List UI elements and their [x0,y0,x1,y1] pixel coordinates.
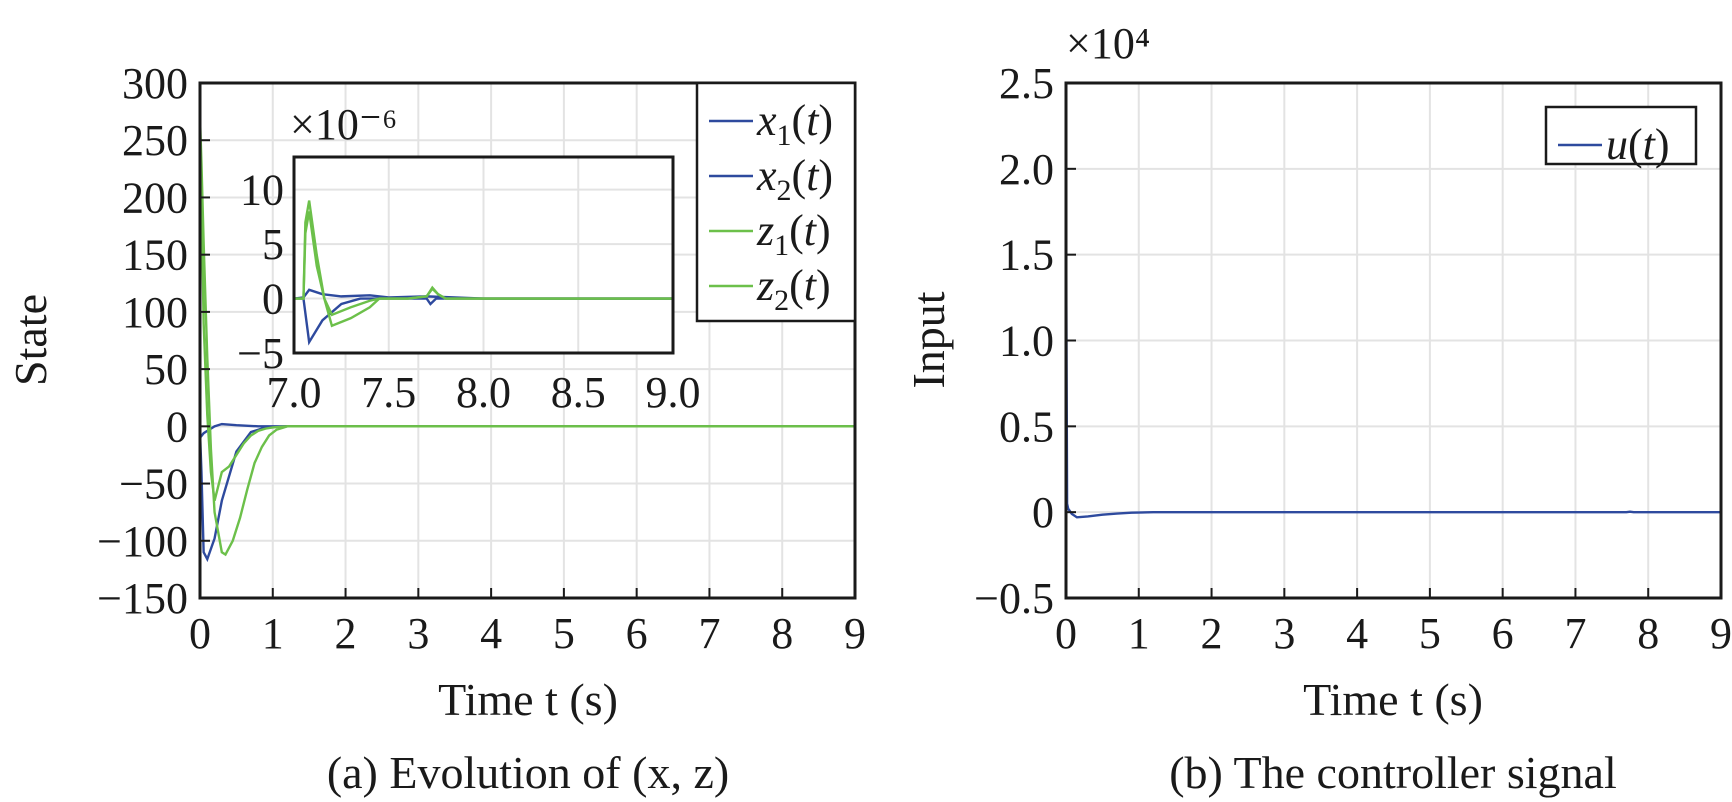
inset-multiplier: ×10⁻⁶ [290,100,397,149]
x-tick-label: 7 [698,609,720,658]
y-tick-label: 1.5 [999,231,1054,280]
inset-y-tick-label: 5 [262,220,284,269]
inset-x-tick-label: 8.0 [456,368,511,417]
y-tick-label: 300 [122,59,188,108]
y-tick-label: −0.5 [974,574,1054,623]
x-tick-label: 4 [1346,609,1368,658]
x-tick-label: 6 [626,609,648,658]
y-tick-label: 0 [1032,488,1054,537]
x-tick-label: 8 [1637,609,1659,658]
x-tick-label: 8 [771,609,793,658]
inset-y-tick-label: −5 [237,329,284,378]
y-tick-label: 1.0 [999,317,1054,366]
panel-b-multiplier: ×10⁴ [1066,19,1150,68]
panel-b-ylabel: Input [903,291,954,388]
panel-a-caption: (a) Evolution of (x, z) [327,747,729,798]
y-tick-label: 250 [122,116,188,165]
y-tick-label: −50 [119,460,188,509]
legend-entry: x1(t) [756,96,833,152]
legend-box [695,81,857,323]
x-tick-label: 4 [480,609,502,658]
panel-a-inset: 7.0 7.5 8.0 8.5 9.0 10 5 0 −5 ×10⁻⁶ [237,100,700,417]
inset-x-tick-label: 7.5 [361,368,416,417]
y-tick-label: 0.5 [999,402,1054,451]
x-tick-label: 1 [262,609,284,658]
y-tick-label: −100 [97,517,188,566]
panel-b-xlabel: Time t (s) [1303,674,1483,725]
x-tick-label: 1 [1128,609,1150,658]
x-tick-label: 5 [1419,609,1441,658]
panel-a-axes-frame [198,81,857,600]
y-tick-label: 2.5 [999,59,1054,108]
panel-b-ticks: 0 1 2 3 4 5 6 7 8 92.52.01.51.00.50−0.5 [974,59,1732,658]
x-tick-label: 3 [1273,609,1295,658]
y-tick-label: 200 [122,173,188,222]
y-tick-label: 100 [122,288,188,337]
y-tick-label: 150 [122,231,188,280]
inset-series-line-z2t [294,211,673,328]
x-tick-label: 2 [1201,609,1223,658]
panel-b-legend: u(t) [1544,105,1698,169]
x-tick-label: 9 [844,609,866,658]
legend-entry: z1(t) [756,206,831,262]
x-tick-label: 0 [189,609,211,658]
inset-x-tick-label: 8.5 [551,368,606,417]
series-line-x1t [200,425,855,563]
legend-entry: x2(t) [756,151,833,207]
panel-a-xlabel: Time t (s) [438,674,618,725]
inset-frame [292,155,675,355]
x-tick-label: 0 [1055,609,1077,658]
series-line-z2t [200,117,855,557]
x-tick-label: 9 [1710,609,1732,658]
x-tick-label: 6 [1492,609,1514,658]
legend-entry: z2(t) [756,261,831,317]
panel-b-chart: 0 1 2 3 4 5 6 7 8 92.52.01.51.00.50−0.5 u(t) ×10⁴… [903,19,1732,798]
legend-entry: u(t) [1606,120,1670,169]
legend-box [1544,105,1698,166]
inset-x-tick-label: 7.0 [267,368,322,417]
panel-a-legend: x1(t)x2(t)z1(t)z2(t) [695,81,857,323]
x-tick-label: 3 [407,609,429,658]
inset-x-tick-label: 9.0 [646,368,701,417]
x-tick-label: 5 [553,609,575,658]
y-tick-label: 50 [144,345,188,394]
x-tick-label: 2 [335,609,357,658]
inset-y-tick-label: 0 [262,275,284,324]
panel-a-chart: 0 1 2 3 4 5 6 7 8 9300250200150100500−50−100−150 … [5,59,866,798]
y-tick-label: 0 [166,402,188,451]
panel-b-caption: (b) The controller signal [1169,747,1617,798]
panel-a-ylabel: State [5,294,56,386]
y-tick-label: −150 [97,574,188,623]
panel-a-series [200,117,855,563]
y-tick-label: 2.0 [999,145,1054,194]
inset-y-tick-label: 10 [240,166,284,215]
x-tick-label: 7 [1564,609,1586,658]
